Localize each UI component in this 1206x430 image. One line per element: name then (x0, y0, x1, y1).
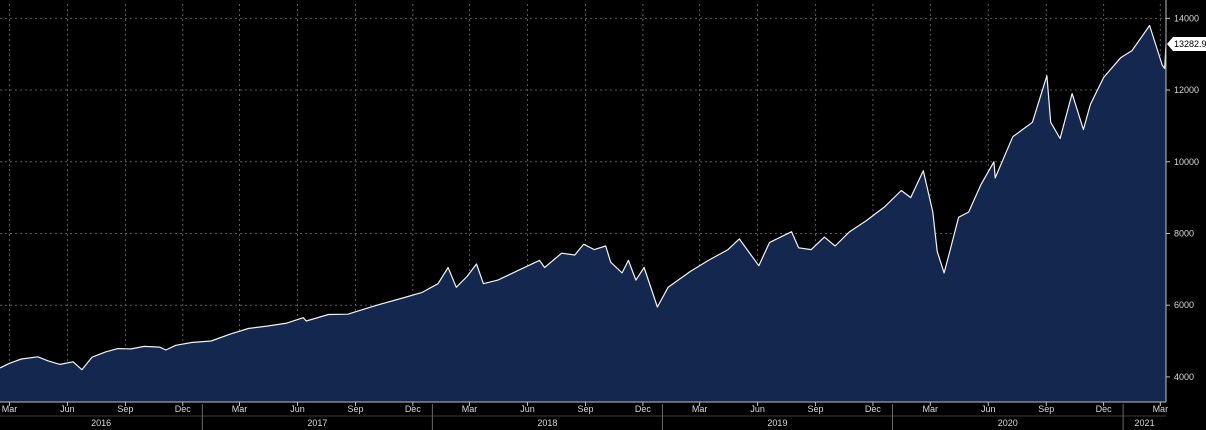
x-tick-label-3: Dec (175, 404, 192, 414)
last-value-box (1167, 37, 1206, 52)
last-value-marker: 13282.95 (1167, 37, 1206, 52)
last-value-label: 13282.95 (1174, 39, 1206, 49)
x-tick-label-4: Mar (232, 404, 248, 414)
x-axis-years: 2016 2017 2018 2019 2020 2021 (91, 404, 1155, 430)
x-tick-label-13: Jun (750, 404, 765, 414)
year-label-5: 2021 (1135, 418, 1155, 428)
year-label-2: 2018 (537, 418, 557, 428)
x-tick-label-5: Jun (290, 404, 305, 414)
y-tick-label-2: 8000 (1174, 228, 1194, 238)
x-tick-label-11: Dec (635, 404, 652, 414)
x-tick-label-2: Sep (117, 404, 133, 414)
y-tick-label-0: 4000 (1174, 372, 1194, 382)
series-area (0, 25, 1166, 402)
x-tick-label-20: Mar (1153, 404, 1169, 414)
y-tick-label-3: 10000 (1174, 157, 1199, 167)
x-tick-label-8: Mar (462, 404, 478, 414)
x-tick-label-12: Mar (692, 404, 708, 414)
x-tick-label-14: Sep (808, 404, 824, 414)
year-label-0: 2016 (91, 418, 111, 428)
series-line (0, 24, 1167, 371)
axes (0, 0, 1167, 417)
x-axis-ticks: Mar Jun Sep Dec Mar Jun Sep Dec Mar Jun Sep Dec Mar J… (2, 402, 1168, 414)
x-tick-label-6: Sep (347, 404, 363, 414)
x-tick-label-0: Mar (2, 404, 18, 414)
x-tick-label-18: Sep (1038, 404, 1054, 414)
x-tick-label-7: Dec (405, 404, 422, 414)
y-tick-label-1: 6000 (1174, 300, 1194, 310)
x-tick-label-10: Sep (578, 404, 594, 414)
year-label-1: 2017 (307, 418, 327, 428)
year-label-3: 2019 (767, 418, 787, 428)
x-tick-label-16: Mar (923, 404, 939, 414)
x-tick-label-15: Dec (865, 404, 882, 414)
year-label-4: 2020 (998, 418, 1018, 428)
x-tick-label-19: Dec (1096, 404, 1113, 414)
y-axis-ticks: 4000 6000 8000 10000 12000 14000 (1166, 13, 1199, 382)
x-tick-label-17: Jun (981, 404, 996, 414)
y-tick-label-4: 12000 (1174, 85, 1199, 95)
x-tick-label-1: Jun (60, 404, 75, 414)
y-tick-label-5: 14000 (1174, 13, 1199, 23)
x-tick-label-9: Jun (520, 404, 535, 414)
